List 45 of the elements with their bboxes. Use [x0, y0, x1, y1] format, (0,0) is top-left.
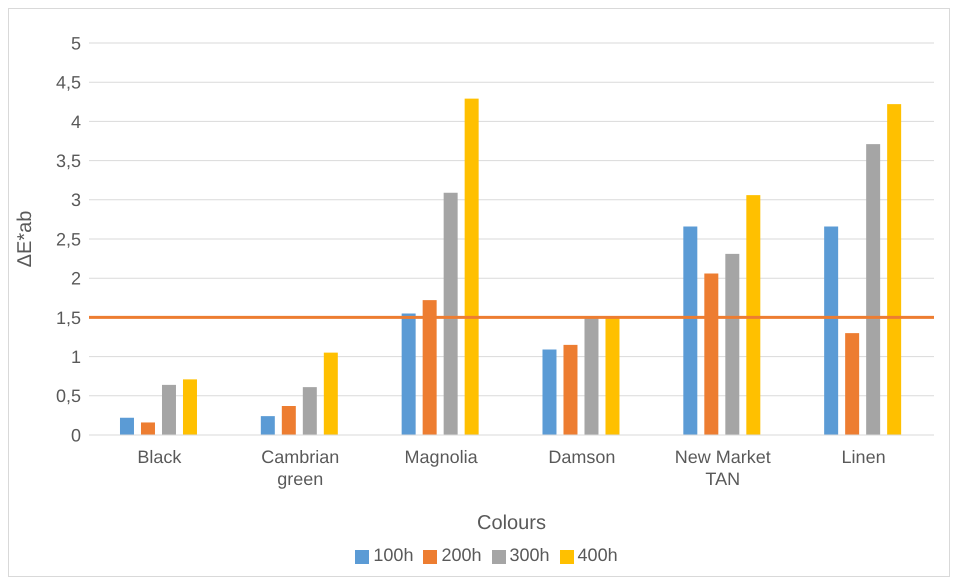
bar: [162, 384, 176, 435]
bar: [887, 104, 902, 435]
bar: [824, 226, 838, 435]
bar: [140, 422, 155, 435]
bar: [302, 387, 317, 435]
bar: [584, 318, 598, 435]
bar: [845, 333, 860, 435]
bar: [324, 352, 338, 435]
bar: [725, 254, 740, 435]
legend-label: 100h: [373, 545, 414, 565]
y-axis-title: ΔE*ab: [14, 210, 36, 268]
y-tick-label: 3,5: [56, 150, 81, 171]
y-tick-label: 1,5: [56, 308, 81, 328]
x-tick-label: Damson: [548, 447, 616, 467]
bar: [260, 416, 275, 435]
bar: [683, 226, 698, 435]
y-tick-label: 0: [70, 425, 81, 446]
legend-label: 200h: [441, 545, 482, 565]
y-tick-label: 2,5: [56, 229, 81, 250]
bar: [444, 192, 458, 435]
bar: [464, 98, 479, 435]
x-axis-title: Colours: [477, 512, 546, 534]
x-tick-label: Magnolia: [404, 447, 479, 467]
bar: [605, 318, 620, 435]
y-tick-label: 3: [70, 190, 81, 210]
legend-label: 400h: [578, 545, 618, 565]
bar: [282, 406, 296, 435]
bar: [402, 313, 416, 435]
y-tick-label: 5: [70, 33, 81, 54]
bar: [866, 144, 880, 435]
bar: [563, 344, 578, 435]
y-tick-label: 2: [70, 268, 81, 289]
y-tick-label: 4,5: [56, 72, 81, 93]
x-tick-label: New Market TAN: [674, 447, 771, 489]
y-tick-label: 1: [70, 346, 81, 367]
y-tick-label: 4: [70, 112, 81, 132]
x-tick-label: Black: [137, 447, 182, 467]
bar: [120, 418, 134, 435]
bar: [746, 195, 760, 435]
bar: [542, 350, 556, 435]
x-tick-label: Linen: [842, 447, 886, 467]
x-tick-label: Cambrian green: [261, 447, 340, 489]
y-tick-label: 0,5: [56, 386, 81, 406]
bar: [182, 379, 197, 435]
legend-label: 300h: [510, 545, 550, 565]
